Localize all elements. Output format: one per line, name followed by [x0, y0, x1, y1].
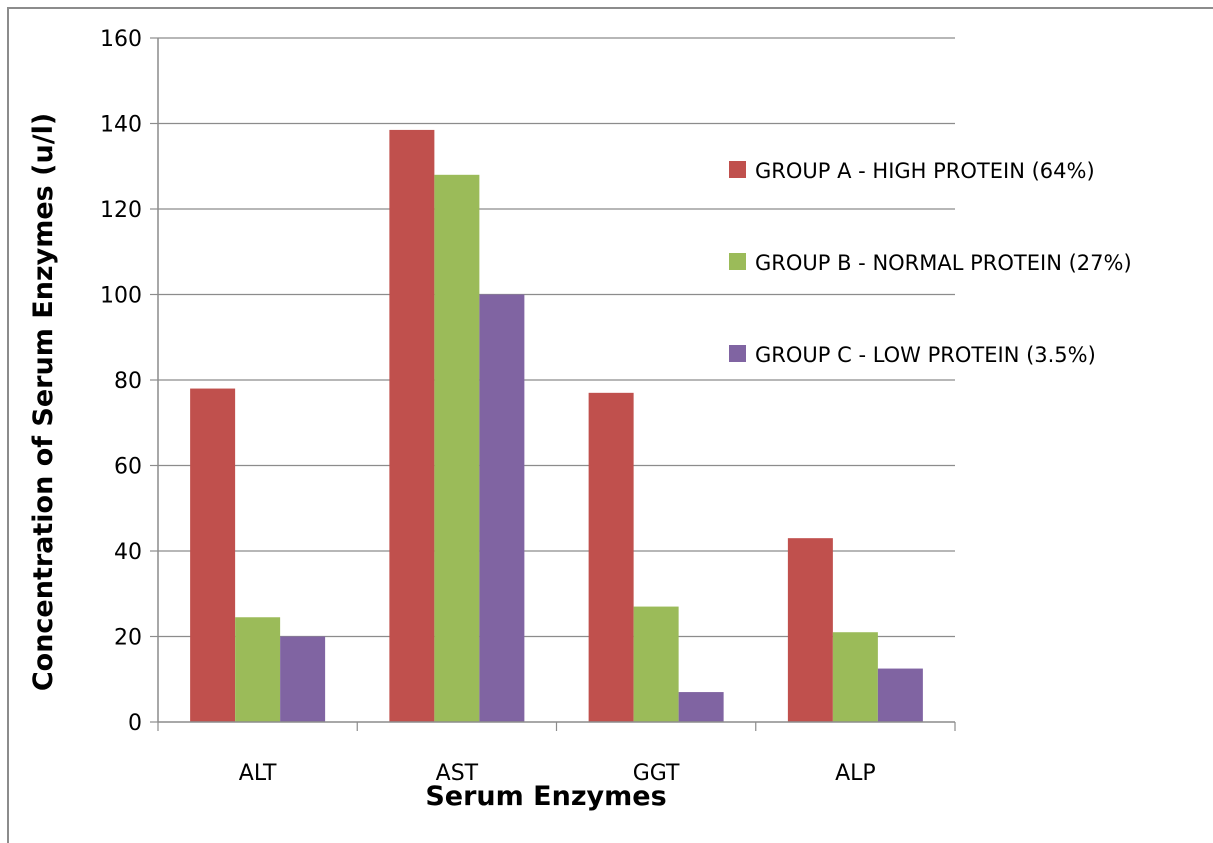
y-tick-label: 160: [100, 27, 142, 52]
bar: [434, 174, 480, 723]
bars: [190, 129, 923, 723]
bar: [479, 294, 525, 722]
bar: [588, 392, 634, 722]
bar: [389, 129, 435, 723]
legend-swatch: [729, 345, 746, 362]
y-tick-label: 20: [114, 626, 142, 651]
x-tick-label: ALT: [239, 761, 277, 786]
y-tick-label: 80: [114, 369, 142, 394]
bar: [678, 692, 724, 722]
legend-swatch: [729, 161, 746, 178]
bar: [877, 668, 923, 722]
bar: [787, 538, 833, 722]
x-tick-label: GGT: [633, 761, 680, 786]
x-tick-labels: ALT AST GGT ALP: [239, 761, 876, 786]
y-tick-label: 100: [100, 284, 142, 309]
y-tick-label: 0: [128, 711, 142, 736]
frame-left-border: [7, 7, 9, 843]
bar: [280, 636, 326, 722]
bar: [190, 388, 236, 722]
y-tick-label: 140: [100, 113, 142, 138]
legend-swatch: [729, 253, 746, 270]
legend-label: GROUP B - NORMAL PROTEIN (27%): [755, 251, 1132, 275]
bar: [633, 606, 679, 722]
y-tick-label: 40: [114, 540, 142, 565]
x-axis-title: Serum Enzymes: [425, 781, 666, 812]
y-tick-label: 120: [100, 198, 142, 223]
legend: GROUP A - HIGH PROTEIN (64%) GROUP B - NO…: [729, 159, 1132, 367]
y-axis-title: Concentration of Serum Enzymes (u/l): [28, 113, 59, 691]
y-tick-label: 60: [114, 455, 142, 480]
frame-top-border: [7, 7, 1213, 9]
x-tick-label: AST: [436, 761, 479, 786]
legend-label: GROUP C - LOW PROTEIN (3.5%): [755, 343, 1096, 367]
grid-lines: [158, 37, 955, 638]
x-tick-label: ALP: [835, 761, 876, 786]
bar: [235, 617, 281, 722]
y-tick-labels: 0 20 40 60 80 100 120 140 160: [100, 27, 142, 736]
legend-label: GROUP A - HIGH PROTEIN (64%): [755, 159, 1095, 183]
bar: [832, 632, 878, 722]
axes: [150, 37, 956, 731]
